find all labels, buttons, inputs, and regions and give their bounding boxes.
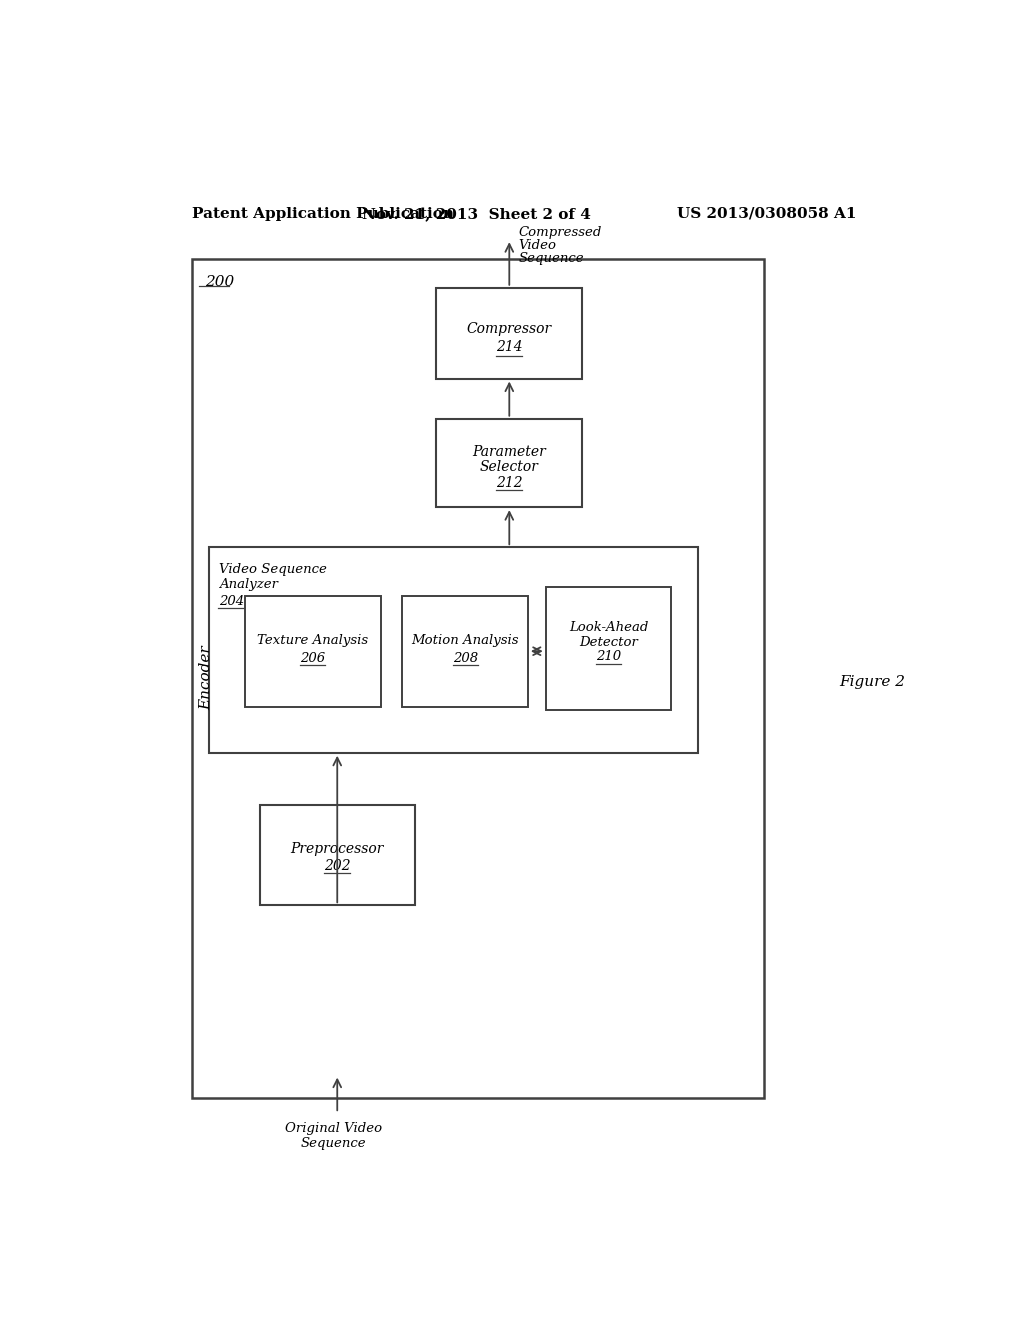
Text: Parameter: Parameter: [472, 445, 546, 459]
Text: Original Video
Sequence: Original Video Sequence: [285, 1122, 382, 1151]
Text: Video: Video: [518, 239, 557, 252]
Bar: [193, 259, 764, 1098]
Text: Analyzer: Analyzer: [219, 578, 278, 591]
Bar: [260, 805, 415, 906]
Bar: [245, 595, 381, 708]
Bar: [209, 548, 697, 752]
Text: 208: 208: [453, 652, 477, 665]
Text: Encoder: Encoder: [200, 645, 213, 710]
Text: US 2013/0308058 A1: US 2013/0308058 A1: [677, 207, 856, 220]
Text: 212: 212: [496, 477, 522, 491]
Text: Compressed: Compressed: [518, 226, 602, 239]
Text: 214: 214: [496, 341, 522, 354]
Bar: [436, 418, 583, 507]
Text: Video Sequence: Video Sequence: [219, 562, 327, 576]
Text: Compressor: Compressor: [467, 322, 552, 335]
Text: Nov. 21, 2013  Sheet 2 of 4: Nov. 21, 2013 Sheet 2 of 4: [362, 207, 591, 220]
Text: Detector: Detector: [579, 636, 638, 649]
Text: 204: 204: [219, 595, 244, 609]
Bar: [436, 288, 583, 379]
Text: 206: 206: [300, 652, 325, 665]
Text: 202: 202: [324, 859, 350, 873]
Text: Figure 2: Figure 2: [839, 675, 905, 689]
Text: Motion Analysis: Motion Analysis: [412, 635, 519, 647]
Text: 200: 200: [205, 276, 233, 289]
Bar: [402, 595, 528, 708]
Text: Patent Application Publication: Patent Application Publication: [191, 207, 454, 220]
Text: Sequence: Sequence: [518, 252, 585, 265]
Text: Look-Ahead: Look-Ahead: [568, 622, 648, 634]
Bar: [546, 586, 672, 710]
Text: Selector: Selector: [480, 461, 539, 474]
Text: Texture Analysis: Texture Analysis: [257, 635, 368, 647]
Text: 210: 210: [596, 651, 622, 664]
Text: Preprocessor: Preprocessor: [291, 842, 384, 857]
